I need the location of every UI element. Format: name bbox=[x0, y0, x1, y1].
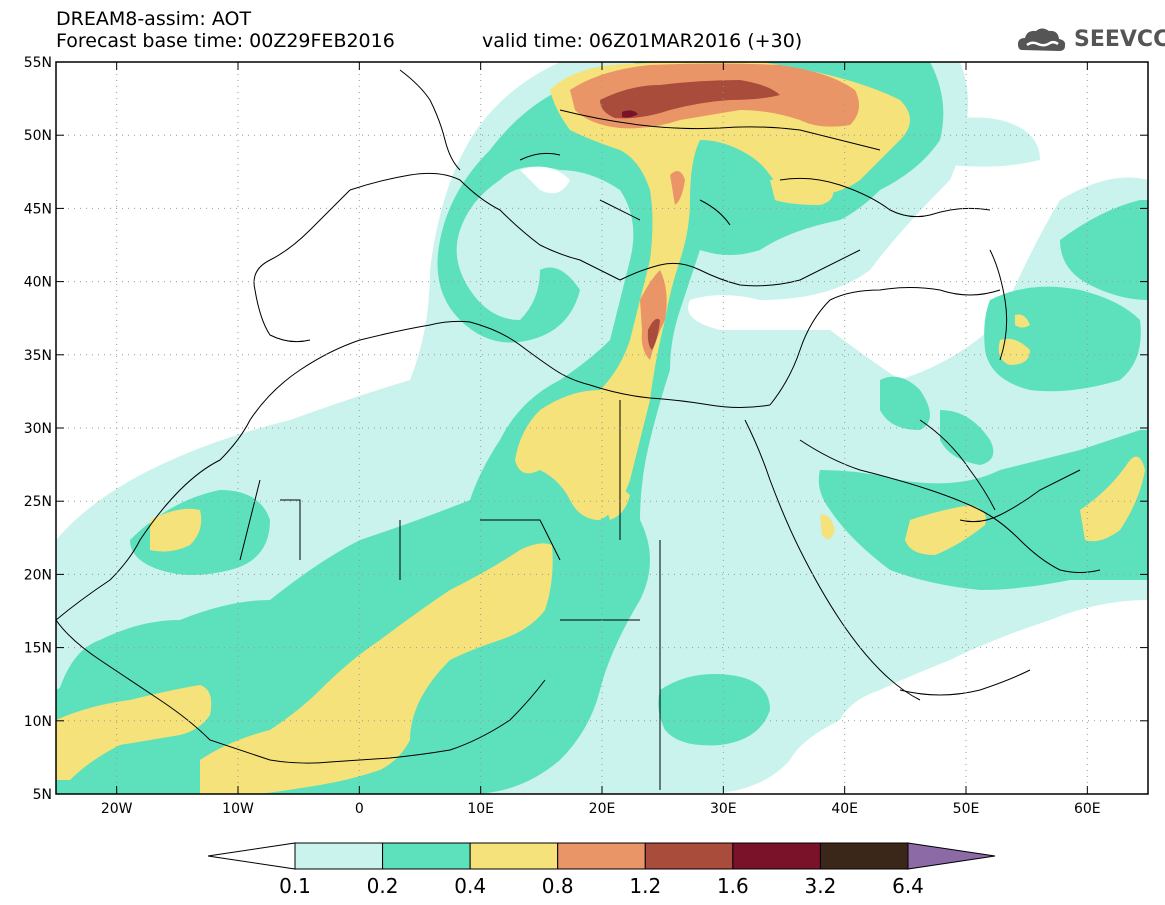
lat-label: 20N bbox=[24, 567, 52, 583]
lon-label: 40E bbox=[831, 801, 858, 817]
colorbar-swatch bbox=[819, 842, 909, 870]
lat-label: 5N bbox=[33, 787, 52, 803]
aot-level-1-6 bbox=[622, 110, 638, 118]
model-title: DREAM8-assim: AOT bbox=[56, 8, 252, 30]
colorbar-swatch bbox=[732, 842, 821, 870]
base-time-title: Forecast base time: 00Z29FEB2016 bbox=[56, 30, 395, 52]
colorbar-swatch bbox=[644, 842, 734, 870]
aot-level-1-2 bbox=[600, 80, 780, 350]
logo-text: SEEVCCC bbox=[1074, 27, 1165, 52]
valid-time-title: valid time: 06Z01MAR2016 (+30) bbox=[482, 30, 803, 52]
lat-label: 40N bbox=[24, 275, 52, 291]
lat-label: 55N bbox=[24, 55, 52, 71]
colorbar-label: 1.2 bbox=[629, 874, 661, 898]
axis-ticks bbox=[56, 61, 1148, 795]
seevccc-cloud-icon bbox=[1018, 28, 1066, 51]
lon-label: 20E bbox=[589, 801, 616, 817]
lat-label: 10N bbox=[24, 714, 52, 730]
graticule bbox=[56, 62, 1148, 794]
colorbar-label: 0.4 bbox=[454, 874, 486, 898]
colorbar-label: 3.2 bbox=[805, 874, 837, 898]
colorbar-swatch bbox=[557, 842, 646, 870]
lon-label: 60E bbox=[1074, 801, 1101, 817]
colorbar: 0.1 0.2 0.4 0.8 1.2 1.6 3.2 6.4 bbox=[207, 842, 996, 898]
colorbar-under-arrow bbox=[207, 842, 296, 870]
lon-label: 30E bbox=[710, 801, 737, 817]
lat-label: 25N bbox=[24, 494, 52, 510]
lat-label: 35N bbox=[24, 348, 52, 364]
colorbar-label: 0.1 bbox=[279, 874, 311, 898]
lon-label: 20W bbox=[101, 801, 133, 817]
colorbar-label: 1.6 bbox=[717, 874, 749, 898]
colorbar-label: 0.2 bbox=[367, 874, 399, 898]
colorbar-swatch bbox=[382, 842, 471, 870]
lat-label: 15N bbox=[24, 641, 52, 657]
aot-contours bbox=[56, 62, 1148, 794]
lat-label: 30N bbox=[24, 421, 52, 437]
lon-label: 0 bbox=[355, 801, 364, 817]
colorbar-label: 0.8 bbox=[542, 874, 574, 898]
lon-label: 10W bbox=[222, 801, 254, 817]
colorbar-over-arrow bbox=[907, 842, 996, 870]
colorbar-label: 6.4 bbox=[892, 874, 924, 898]
lon-label: 10E bbox=[467, 801, 494, 817]
longitude-labels: 20W 10W 0 10E 20E 30E 40E 50E 60E bbox=[101, 801, 1101, 817]
lat-label: 45N bbox=[24, 201, 52, 217]
lon-label: 50E bbox=[953, 801, 980, 817]
coastlines bbox=[56, 69, 1101, 790]
colorbar-swatch bbox=[469, 842, 559, 870]
colorbar-swatch bbox=[294, 842, 384, 870]
latitude-labels: 55N 50N 45N 40N 35N 30N 25N 20N 15N 10N 5N bbox=[24, 55, 52, 803]
lat-label: 50N bbox=[24, 128, 52, 144]
